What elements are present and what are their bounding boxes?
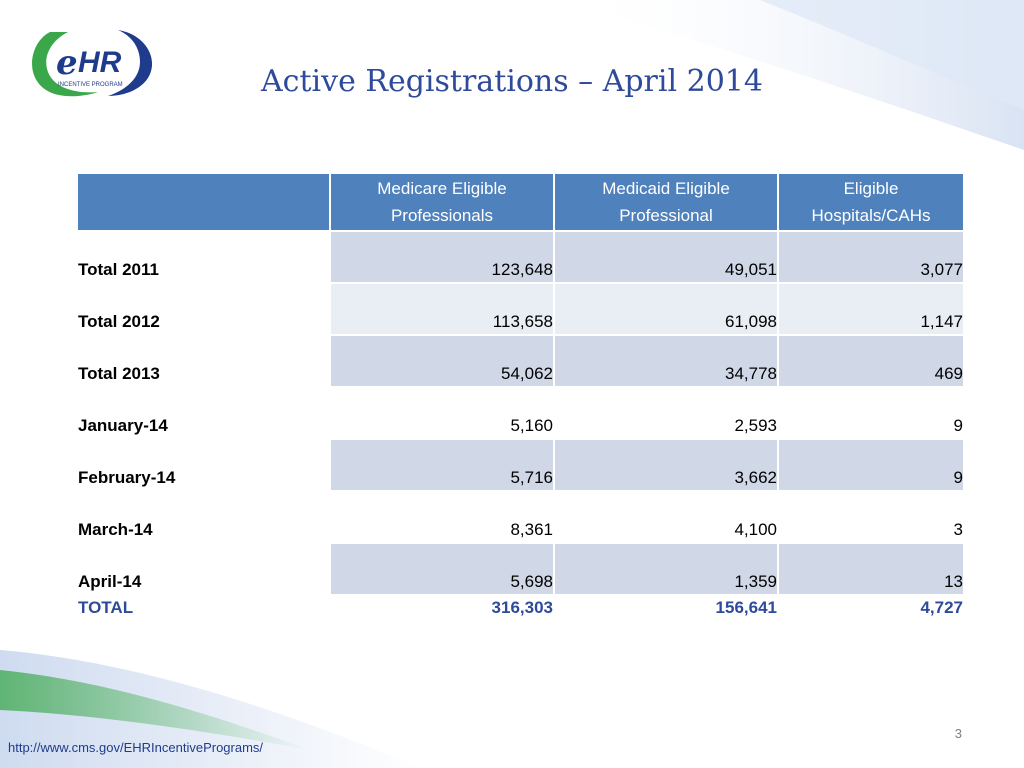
cell-hospitals: 9	[778, 386, 963, 439]
cell-medicare: 8,361	[330, 490, 555, 543]
cell-medicare: 5,698	[330, 542, 555, 595]
table-row: Total 2012 113,658 61,098 1,147	[78, 282, 963, 335]
row-label: April-14	[78, 542, 331, 595]
header-empty-cell	[78, 174, 331, 231]
slide-title: Active Registrations – April 2014	[261, 64, 763, 99]
row-label: Total 2011	[78, 230, 331, 283]
cell-hospitals: 3,077	[778, 230, 963, 283]
table-header-row: Medicare Eligible Professionals Medicaid…	[78, 174, 963, 231]
cell-medicaid: 61,098	[554, 282, 779, 335]
total-medicare: 316,303	[330, 594, 555, 630]
svg-text:INCENTIVE PROGRAM: INCENTIVE PROGRAM	[58, 82, 123, 88]
total-medicaid: 156,641	[554, 594, 779, 630]
header-medicaid: Medicaid Eligible Professional	[554, 174, 779, 231]
cell-medicaid: 4,100	[554, 490, 779, 543]
cell-medicare: 5,160	[330, 386, 555, 439]
cell-medicaid: 3,662	[554, 438, 779, 491]
cell-medicare: 113,658	[330, 282, 555, 335]
row-label: Total 2012	[78, 282, 331, 335]
cell-medicare: 123,648	[330, 230, 555, 283]
table-row: Total 2011 123,648 49,051 3,077	[78, 230, 963, 283]
header-swoosh-decoration	[560, 0, 1024, 150]
registrations-table: Medicare Eligible Professionals Medicaid…	[78, 174, 963, 630]
row-label: February-14	[78, 438, 331, 491]
svg-text:e: e	[56, 43, 78, 83]
table-row: April-14 5,698 1,359 13	[78, 542, 963, 595]
table-row: January-14 5,160 2,593 9	[78, 386, 963, 439]
header-hospitals: Eligible Hospitals/CAHs	[778, 174, 963, 231]
cell-medicaid: 1,359	[554, 542, 779, 595]
row-label: Total 2013	[78, 334, 331, 387]
svg-text:HR: HR	[78, 46, 122, 79]
cell-medicaid: 2,593	[554, 386, 779, 439]
cell-medicare: 54,062	[330, 334, 555, 387]
cell-medicare: 5,716	[330, 438, 555, 491]
ehr-logo: e HR INCENTIVE PROGRAM	[28, 24, 158, 102]
cell-hospitals: 9	[778, 438, 963, 491]
cell-medicaid: 34,778	[554, 334, 779, 387]
table-row: February-14 5,716 3,662 9	[78, 438, 963, 491]
page-number: 3	[954, 726, 962, 741]
row-label: January-14	[78, 386, 331, 439]
total-row: TOTAL 316,303 156,641 4,727	[78, 594, 963, 630]
total-label: TOTAL	[78, 594, 331, 630]
header-medicare: Medicare Eligible Professionals	[330, 174, 555, 231]
footer-swoosh-decoration	[0, 650, 420, 768]
table-row: Total 2013 54,062 34,778 469	[78, 334, 963, 387]
table-row: March-14 8,361 4,100 3	[78, 490, 963, 543]
cell-hospitals: 13	[778, 542, 963, 595]
ehr-logo-graphic: e HR INCENTIVE PROGRAM	[32, 30, 153, 97]
cell-hospitals: 1,147	[778, 282, 963, 335]
total-hospitals: 4,727	[778, 594, 963, 630]
cell-hospitals: 3	[778, 490, 963, 543]
cell-hospitals: 469	[778, 334, 963, 387]
cell-medicaid: 49,051	[554, 230, 779, 283]
row-label: March-14	[78, 490, 331, 543]
footer-url-link[interactable]: http://www.cms.gov/EHRIncentivePrograms/	[8, 740, 264, 755]
